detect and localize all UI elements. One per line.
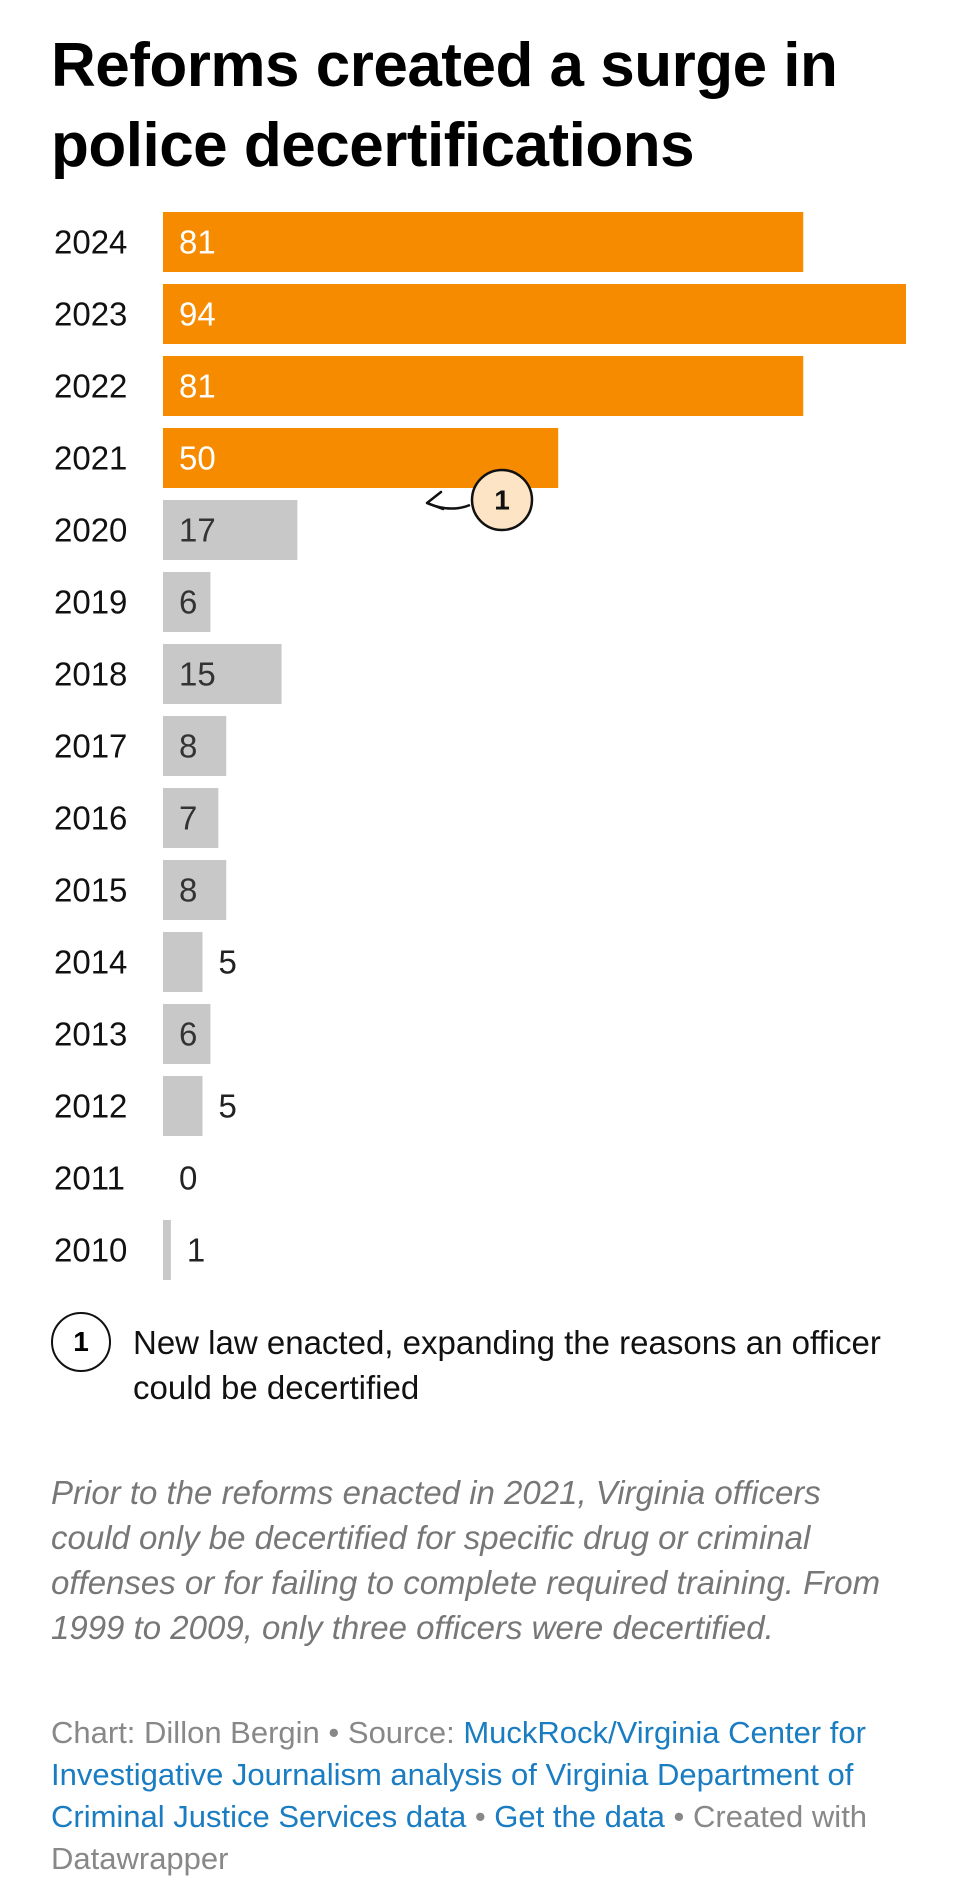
annotation-note: 1 New law enacted, expanding the reasons…	[51, 1312, 931, 1408]
annotation-marker	[470, 468, 534, 532]
annotation-text: New law enacted, expanding the reasons a…	[133, 1324, 881, 1406]
value-label: 6	[179, 584, 197, 621]
bar	[163, 284, 906, 344]
bar	[163, 500, 298, 560]
category-label: 2016	[54, 800, 127, 837]
annotation-arrowhead	[425, 490, 445, 511]
chart-description: Prior to the reforms enacted in 2021, Vi…	[51, 1474, 881, 1646]
value-label: 50	[179, 440, 216, 477]
bar	[163, 572, 211, 632]
bar	[163, 1004, 211, 1064]
annotation-marker-label: 1	[494, 485, 510, 516]
bar	[163, 212, 804, 272]
value-label: 17	[179, 512, 216, 549]
category-label: 2017	[54, 728, 127, 765]
annotation-marker-legend: 1	[51, 1312, 111, 1372]
bar	[163, 716, 227, 776]
category-label: 2023	[54, 296, 127, 333]
category-label: 2020	[54, 512, 127, 549]
source-link[interactable]: MuckRock/Virginia Center for Investigati…	[51, 1715, 866, 1834]
category-label: 2015	[54, 872, 127, 909]
category-label: 2013	[54, 1016, 127, 1053]
value-label: 15	[179, 656, 216, 693]
footer-separator: •	[466, 1799, 495, 1834]
category-label: 2018	[54, 656, 127, 693]
chart-credit: Chart: Dillon Bergin	[51, 1715, 320, 1750]
bar	[163, 788, 219, 848]
bar	[163, 932, 203, 992]
chart-footer: Chart: Dillon Bergin • Source: MuckRock/…	[51, 1712, 901, 1880]
value-label: 81	[179, 224, 216, 261]
category-label: 2011	[54, 1160, 125, 1197]
value-label: 7	[179, 800, 197, 837]
value-label: 8	[179, 728, 197, 765]
category-label: 2012	[54, 1088, 127, 1125]
category-label: 2021	[54, 440, 127, 477]
value-label: 0	[179, 1160, 197, 1197]
chart-title: Reforms created a surge in police decert…	[51, 31, 838, 180]
value-label: 6	[179, 1016, 197, 1053]
value-label: 8	[179, 872, 197, 909]
value-label: 5	[219, 1088, 237, 1125]
category-label: 2022	[54, 368, 127, 405]
category-label: 2014	[54, 944, 127, 981]
bar	[163, 644, 282, 704]
category-label: 2010	[54, 1232, 127, 1269]
value-label: 5	[219, 944, 237, 981]
category-label: 2019	[54, 584, 127, 621]
category-label: 2024	[54, 224, 127, 261]
bar	[163, 1220, 171, 1280]
value-label: 1	[187, 1232, 205, 1269]
bar	[163, 356, 804, 416]
value-label: 81	[179, 368, 216, 405]
bar	[163, 1076, 203, 1136]
bar	[163, 860, 227, 920]
footer-separator: •	[664, 1799, 694, 1834]
value-label: 94	[179, 296, 216, 333]
footer-separator: •	[319, 1715, 348, 1750]
source-label: Source:	[347, 1715, 464, 1750]
get-data-link[interactable]: Get the data	[494, 1799, 665, 1834]
